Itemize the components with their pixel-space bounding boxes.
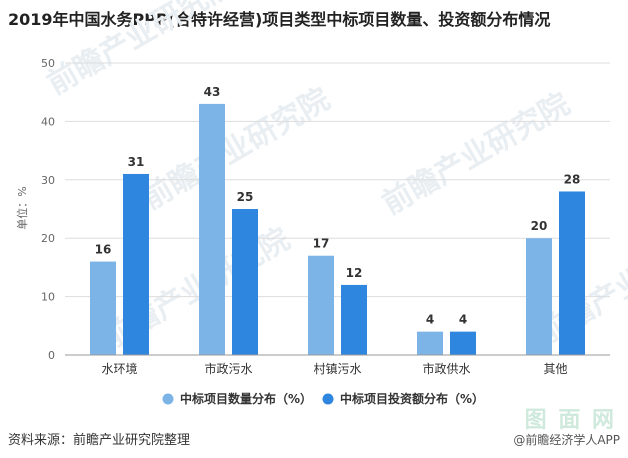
data-label: 25 <box>237 190 254 204</box>
x-category-label: 其他 <box>543 362 567 376</box>
data-label: 12 <box>346 266 363 280</box>
x-category-label: 水环境 <box>101 361 137 376</box>
bars <box>90 103 585 355</box>
bar-count <box>199 103 225 355</box>
data-label: 28 <box>564 172 581 186</box>
bar-investment <box>232 209 258 355</box>
y-tick-label: 10 <box>41 291 55 304</box>
grid-lines <box>65 62 610 298</box>
watermark-text: 前瞻产业研究院 <box>377 87 576 222</box>
x-axis-categories: 水环境 市政污水 村镇污水 市政供水 其他 <box>101 361 567 376</box>
legend-marker <box>162 393 174 405</box>
data-label: 20 <box>531 219 548 233</box>
legend-label: 中标项目数量分布（%） <box>180 391 312 406</box>
chart-title: 2019年中国水务PPP(合特许经营)项目类型中标项目数量、投资额分布情况 <box>8 10 551 29</box>
data-label: 17 <box>313 237 330 251</box>
bar-count <box>90 261 116 355</box>
bar-investment <box>341 284 367 355</box>
corner-logo: 图 面 网 <box>524 408 616 433</box>
data-label: 31 <box>128 155 145 169</box>
y-axis-ticks: 0 10 20 30 40 50 <box>41 57 55 362</box>
legend-marker <box>322 393 334 405</box>
legend: 中标项目数量分布（%） 中标项目投资额分布（%） <box>162 391 484 406</box>
bar-investment <box>123 173 149 355</box>
brand-credit: @前瞻经济学人APP <box>513 433 620 447</box>
data-label: 4 <box>459 313 467 327</box>
bar-count <box>526 238 552 355</box>
bar-count <box>308 255 334 355</box>
legend-label: 中标项目投资额分布（%） <box>340 391 484 406</box>
x-category-label: 市政供水 <box>422 361 470 376</box>
data-label: 16 <box>95 243 112 257</box>
bar-investment <box>559 191 585 355</box>
y-tick-label: 40 <box>41 115 55 128</box>
source-note: 资料来源：前瞻产业研究院整理 <box>8 433 191 448</box>
bar-count <box>417 331 443 355</box>
y-tick-label: 50 <box>41 57 55 70</box>
data-label: 43 <box>204 85 221 99</box>
data-label: 4 <box>426 313 434 327</box>
y-tick-label: 20 <box>41 232 55 245</box>
y-axis-label: 单位：% <box>15 186 29 229</box>
x-category-label: 村镇污水 <box>313 362 361 376</box>
y-tick-label: 30 <box>41 174 55 187</box>
bar-investment <box>450 331 476 355</box>
y-tick-label: 0 <box>48 349 55 362</box>
x-category-label: 市政污水 <box>204 361 252 376</box>
data-labels: 16 31 43 25 17 12 4 4 20 28 <box>95 85 581 327</box>
